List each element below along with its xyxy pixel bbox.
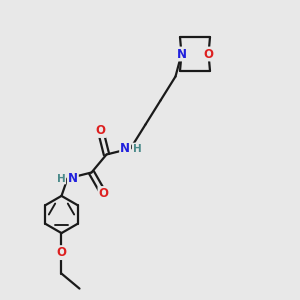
Text: O: O — [56, 246, 67, 259]
Text: H: H — [133, 143, 142, 154]
Text: O: O — [203, 47, 214, 61]
Text: H: H — [56, 173, 65, 184]
Text: N: N — [120, 142, 130, 155]
Text: O: O — [98, 187, 109, 200]
Text: N: N — [68, 172, 78, 185]
Text: N: N — [176, 47, 187, 61]
Text: O: O — [95, 124, 106, 137]
